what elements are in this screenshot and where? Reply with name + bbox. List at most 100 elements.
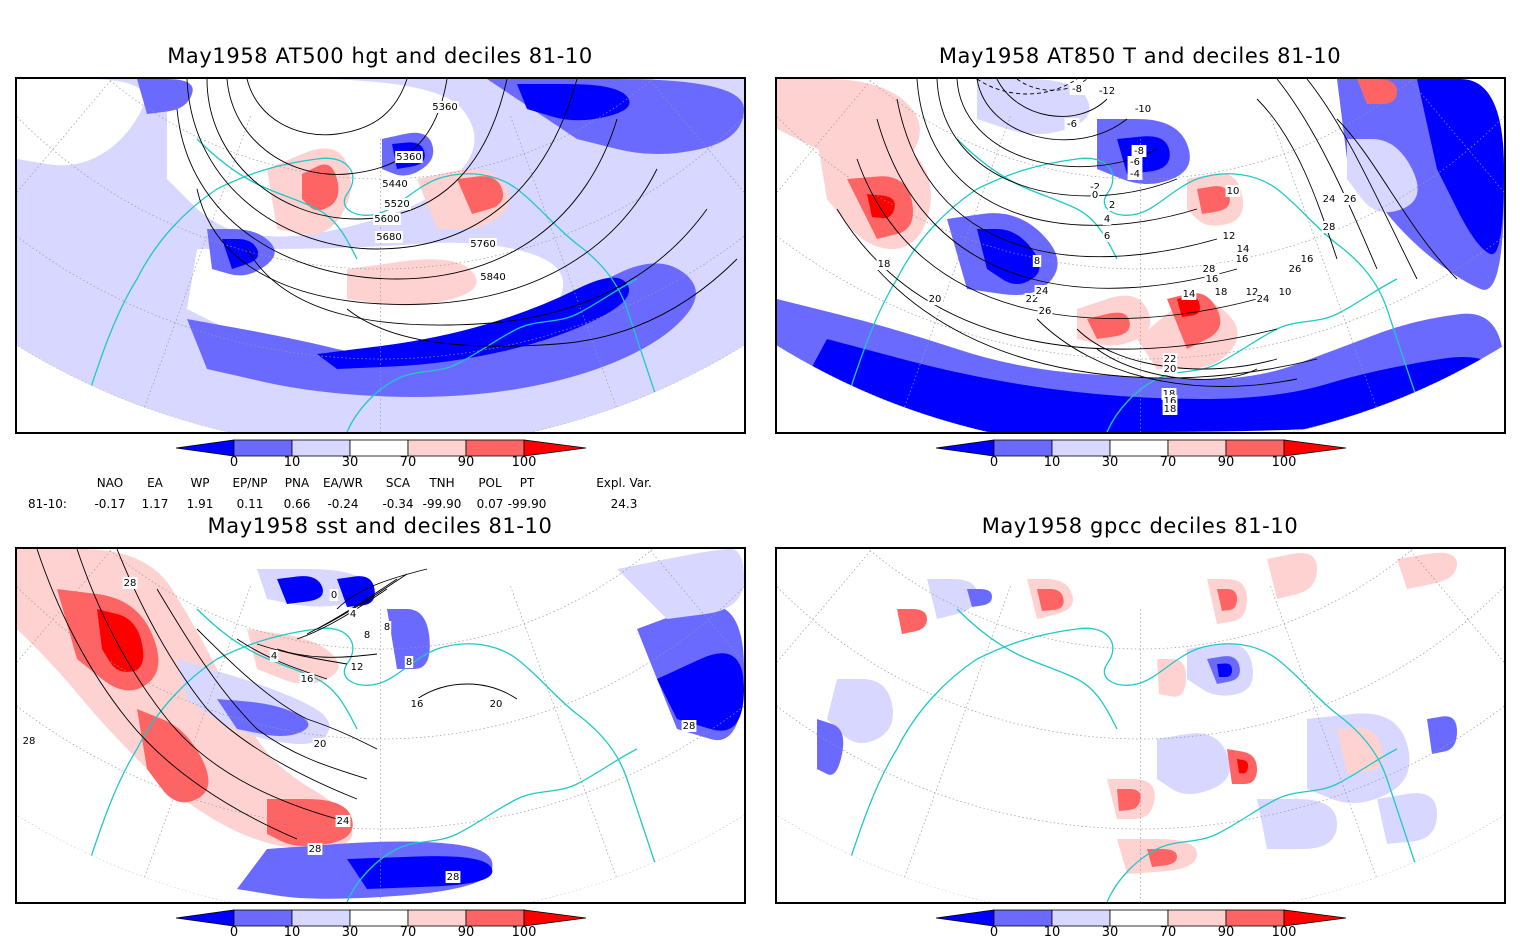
decile-shading xyxy=(1217,589,1237,611)
decile-shading xyxy=(1217,663,1232,677)
decile-shading xyxy=(1417,79,1504,255)
contour-label-box xyxy=(1037,305,1053,317)
decile-shading xyxy=(517,84,630,121)
index-value: 0.11 xyxy=(236,497,264,511)
decile-shading xyxy=(217,699,309,736)
colorbar-strip xyxy=(175,909,587,927)
colorbar-segment xyxy=(175,439,235,457)
contour-label-box xyxy=(1213,286,1229,298)
contour-label-box xyxy=(1225,185,1241,197)
contour-line xyxy=(936,79,1178,197)
contour-label: 4 xyxy=(271,651,277,662)
contour-line xyxy=(1036,318,1298,387)
meridian-line xyxy=(624,549,744,766)
contour-line xyxy=(1016,79,1088,91)
colorbar-tick-label: 70 xyxy=(1159,925,1177,940)
contour-line xyxy=(36,549,298,840)
meridian-line xyxy=(17,549,137,766)
contour-line xyxy=(206,79,508,220)
index-value: -99.90 xyxy=(422,497,462,511)
index-header: TNH xyxy=(429,476,455,490)
contour-label: 5520 xyxy=(384,199,409,210)
contour-label: 2 xyxy=(1109,200,1115,211)
index-header: EP/NP xyxy=(232,476,268,490)
contour-line xyxy=(1276,79,1378,270)
contour-label-box xyxy=(329,589,339,601)
colorbar-segment xyxy=(1109,439,1169,457)
colorbar-sst: 0 10 30 70 90 100 xyxy=(175,909,587,940)
contour-label-box xyxy=(1102,213,1112,225)
colorbar-tick-label: 0 xyxy=(989,925,999,940)
decile-shading xyxy=(1257,799,1337,849)
contour-label-box xyxy=(469,238,497,250)
colorbar-tick-label: 0 xyxy=(229,455,239,470)
contour-label-box xyxy=(21,735,37,747)
index-header: Expl. Var. xyxy=(596,476,652,490)
colorbar-tick-label: 90 xyxy=(457,925,475,940)
contour-label: 14 xyxy=(1183,289,1196,300)
contour-label-box xyxy=(1127,168,1143,180)
colorbar-tick-label: 10 xyxy=(283,925,301,940)
colorbar-segment xyxy=(465,909,525,927)
contour-label-box xyxy=(1132,103,1154,115)
index-value: 0.07 xyxy=(476,497,504,511)
contour-label-box xyxy=(299,673,315,685)
contour-label-box xyxy=(404,656,414,668)
contour-label-box xyxy=(1321,193,1337,205)
contour-label: 6 xyxy=(1104,231,1110,242)
decile-shading xyxy=(387,609,430,669)
contour-label-box xyxy=(1287,263,1303,275)
colorbar-t850: 0 10 30 70 90 100 xyxy=(935,439,1347,470)
latitude-circle xyxy=(17,79,744,270)
meridian-line xyxy=(900,115,1011,417)
contour-line xyxy=(116,549,358,800)
contour-line xyxy=(336,568,428,610)
coastline xyxy=(1106,748,1398,902)
meridian-line xyxy=(1384,549,1504,766)
contour-line xyxy=(1096,348,1258,380)
decile-shading xyxy=(1147,849,1177,867)
contour-label: -8 xyxy=(1072,84,1082,95)
map-panel-t850: -12 -10 -8 -6 -8 -6 -4 -2 0 2 4 6 8 10 12 14 16 18 20 22 24 2… xyxy=(775,77,1506,434)
decile-shading xyxy=(897,609,927,634)
contour-line xyxy=(956,79,1158,168)
contour-label: 24 xyxy=(1323,194,1336,205)
decile-shading xyxy=(267,799,353,846)
colorbar-segment xyxy=(523,909,587,927)
decile-shading xyxy=(1237,759,1249,774)
contour-line xyxy=(246,79,408,136)
panel-title-gpcc: May1958 gpcc deciles 81-10 xyxy=(981,514,1299,538)
index-value: -0.34 xyxy=(382,497,414,511)
decile-shading xyxy=(657,653,744,731)
meridian-line xyxy=(17,79,137,296)
contour-label: 18 xyxy=(1163,389,1176,400)
contour-line xyxy=(1336,118,1458,280)
contour-label: 28 xyxy=(23,736,36,747)
contour-label-box xyxy=(1090,189,1100,201)
contour-label-box xyxy=(383,198,411,210)
contour-label: 0 xyxy=(331,590,337,601)
contour-label: -6 xyxy=(1067,119,1077,130)
decile-shading xyxy=(1267,553,1317,599)
colorbar-segment xyxy=(349,439,409,457)
contour-label: -8 xyxy=(1134,146,1144,157)
colorbar-tick-label: 30 xyxy=(341,455,359,470)
contour-label: 18 xyxy=(878,259,891,270)
contour-label-box xyxy=(1204,273,1220,285)
contour-label: 12 xyxy=(1223,231,1236,242)
contour-label: 16 xyxy=(1301,254,1314,265)
colorbar-tick-label: 70 xyxy=(399,925,417,940)
index-value: -0.17 xyxy=(94,497,126,511)
contour-label: 8 xyxy=(384,622,390,633)
map-panel-sst: 0 4 4 8 8 12 16 16 20 20 24 28 28 28 28 8 28 xyxy=(15,547,746,904)
contour-label-box xyxy=(1102,230,1112,242)
colorbar-segment xyxy=(407,909,467,927)
colorbar-tick-label: 70 xyxy=(1159,455,1177,470)
colorbar-segment xyxy=(349,909,409,927)
contour-label: -6 xyxy=(1130,157,1140,168)
contour-label: 4 xyxy=(1104,214,1110,225)
decile-shading xyxy=(1347,139,1418,213)
contour-line xyxy=(156,588,368,780)
